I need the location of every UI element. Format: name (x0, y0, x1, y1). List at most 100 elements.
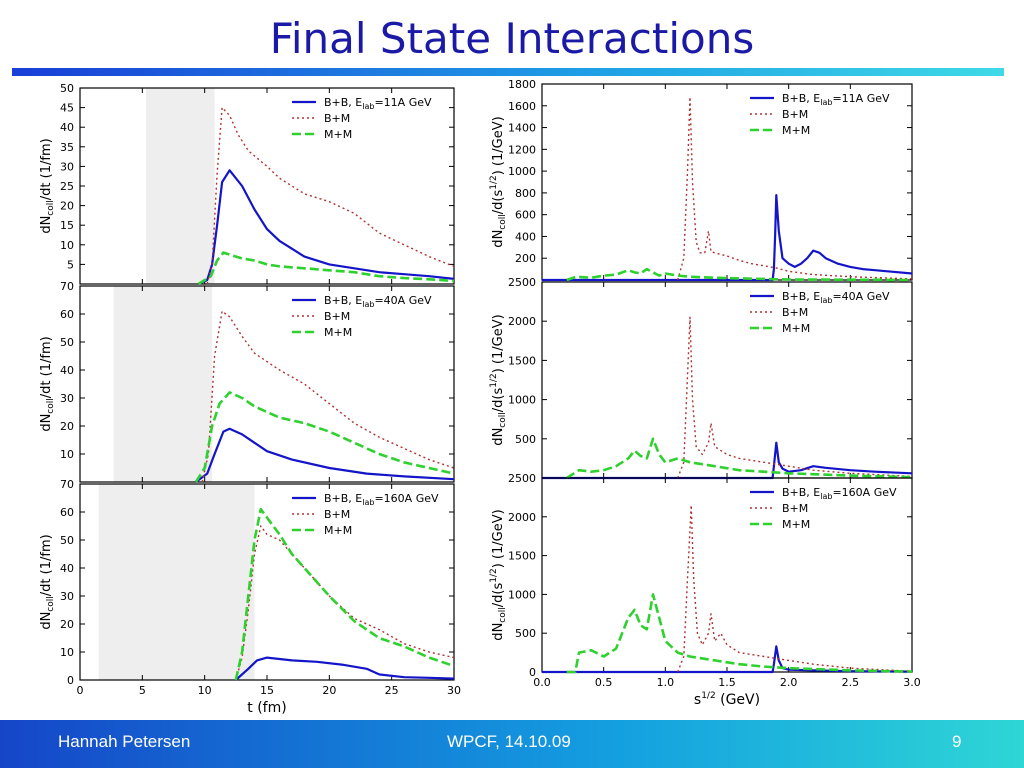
y-axis-label: dNcoll/dt (1/fm) (39, 534, 56, 629)
legend-label: B+M (324, 112, 350, 125)
legend-label: B+B, Elab=160A GeV (782, 486, 897, 501)
chart-panel-3: 0 10 20 30 40 50 60 70 0 5 10 15 20 25 30 B+B, Elab=160… (39, 478, 461, 716)
series-line-bb (235, 656, 455, 681)
series-line-bm (206, 106, 455, 285)
series-line-bm (201, 310, 455, 483)
series-line-mm (234, 507, 455, 681)
shaded-time-band (98, 484, 255, 680)
y-tick-label: 1400 (508, 122, 536, 135)
y-tick-label: 70 (60, 478, 74, 491)
y-tick-label: 50 (60, 82, 74, 95)
y-tick-label: 70 (60, 280, 74, 293)
footer-page-number: 9 (952, 732, 962, 751)
y-tick-label: 1000 (508, 394, 536, 407)
y-tick-label: 2000 (508, 511, 536, 524)
x-axis-label: t (fm) (247, 700, 286, 716)
footer-bar: Hannah Petersen WPCF, 14.10.09 9 (0, 720, 1024, 768)
footer-event: WPCF, 14.10.09 (447, 732, 571, 751)
plot-frame (541, 477, 913, 673)
slide-title: Final State Interactions (269, 14, 755, 63)
x-tick-label: 1.5 (718, 676, 736, 689)
plot-frame (79, 87, 455, 285)
y-tick-label: 600 (515, 209, 536, 222)
y-tick-label: 800 (515, 187, 536, 200)
y-tick-label: 20 (60, 420, 74, 433)
x-tick-label: 5 (139, 684, 146, 697)
y-tick-label: 1000 (508, 588, 536, 601)
series-line-bm (677, 316, 913, 479)
series-line-mm (566, 437, 913, 480)
series-line-bm (677, 504, 913, 673)
series-line-mm (566, 593, 913, 674)
y-tick-label: 0 (529, 666, 536, 679)
x-tick-label: 2.0 (780, 676, 798, 689)
y-tick-label: 10 (60, 239, 74, 252)
y-tick-label: 2000 (508, 315, 536, 328)
x-tick-label: 10 (198, 684, 212, 697)
y-tick-label: 45 (60, 102, 74, 115)
y-tick-label: 10 (60, 448, 74, 461)
footer-author: Hannah Petersen (58, 732, 191, 751)
legend-label: B+M (782, 306, 808, 319)
y-tick-label: 60 (60, 308, 74, 321)
y-tick-label: 1800 (508, 78, 536, 91)
x-tick-label: 0.0 (533, 676, 551, 689)
y-tick-label: 25 (60, 180, 74, 193)
series-line-mm (197, 251, 455, 286)
shaded-time-band (113, 286, 213, 482)
y-axis-label: dNcoll/d(s1/2) (1/GeV) (489, 509, 508, 640)
shaded-time-band (146, 88, 215, 284)
y-tick-label: 2500 (508, 472, 536, 485)
y-tick-label: 0 (67, 674, 74, 687)
y-tick-label: 200 (515, 252, 536, 265)
y-tick-label: 400 (515, 230, 536, 243)
y-tick-label: 1200 (508, 143, 536, 156)
series-line-bm (677, 96, 913, 281)
y-tick-label: 30 (60, 160, 74, 173)
legend-label: M+M (324, 128, 352, 141)
y-tick-label: 60 (60, 506, 74, 519)
chart-panel-4: 200 400 600 800 1000 1200 1400 1600 1800 B+B, Ela… (489, 78, 913, 282)
legend-label: M+M (324, 524, 352, 537)
legend-label: M+M (324, 326, 352, 339)
y-tick-label: 15 (60, 219, 74, 232)
y-tick-label: 40 (60, 562, 74, 575)
x-tick-label: 2.5 (842, 676, 860, 689)
y-tick-label: 50 (60, 534, 74, 547)
legend-label: B+B, Elab=160A GeV (324, 492, 439, 507)
y-tick-label: 10 (60, 646, 74, 659)
legend-label: B+B, Elab=40A GeV (782, 290, 890, 305)
y-tick-label: 1500 (508, 550, 536, 563)
plot-frame (541, 83, 913, 281)
y-tick-label: 2500 (508, 276, 536, 289)
x-tick-label: 30 (447, 684, 461, 697)
legend-label: M+M (782, 124, 810, 137)
y-tick-label: 1500 (508, 354, 536, 367)
y-tick-label: 500 (515, 433, 536, 446)
x-tick-label: 25 (385, 684, 399, 697)
series-line-mm (566, 267, 913, 282)
y-tick-label: 50 (60, 336, 74, 349)
legend-label: M+M (782, 322, 810, 335)
y-tick-label: 40 (60, 364, 74, 377)
y-tick-label: 5 (67, 258, 74, 271)
legend-label: B+B, Elab=11A GeV (324, 96, 432, 111)
legend-label: B+M (324, 310, 350, 323)
y-tick-label: 500 (515, 627, 536, 640)
plot-frame (541, 281, 913, 479)
legend-label: B+M (782, 502, 808, 515)
y-tick-label: 35 (60, 141, 74, 154)
y-tick-label: 1000 (508, 165, 536, 178)
series-line-bb (195, 427, 455, 483)
series-line-bb (542, 194, 913, 282)
x-tick-label: 0.5 (595, 676, 613, 689)
x-tick-label: 20 (322, 684, 336, 697)
series-line-bm (235, 525, 455, 681)
series-line-mm (194, 391, 455, 483)
x-tick-label: 0 (77, 684, 84, 697)
x-tick-label: 3.0 (903, 676, 921, 689)
